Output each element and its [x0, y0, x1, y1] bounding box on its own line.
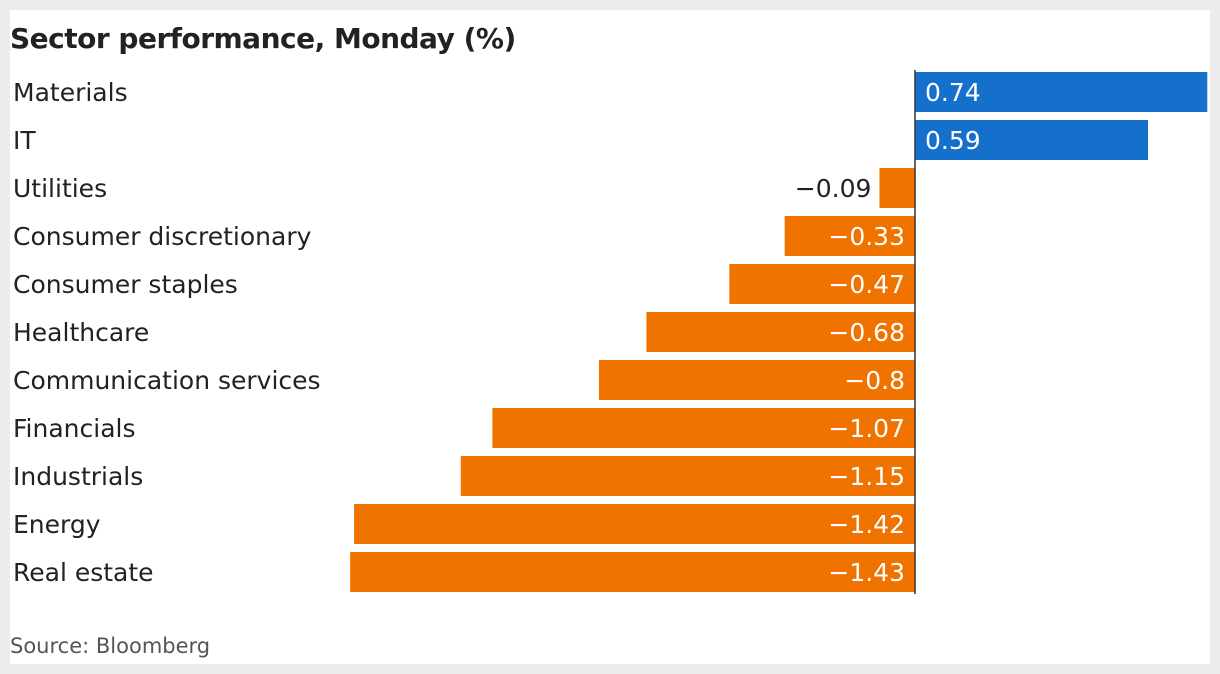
chart-panel: Sector performance, Monday (%) Materials…	[10, 10, 1210, 664]
category-label-utilities: Utilities	[13, 174, 107, 203]
bar-utilities	[879, 168, 915, 208]
category-label-financials: Financials	[13, 414, 136, 443]
value-label-financials: −1.07	[828, 414, 905, 443]
value-label-materials: 0.74	[925, 78, 981, 107]
value-label-it: 0.59	[925, 126, 981, 155]
bar-financials	[492, 408, 915, 448]
bar-chart: Materials 0.74 IT 0.59 Utilities −0.09 Consume…	[13, 70, 1208, 594]
bar-consumer-staples	[729, 264, 915, 304]
value-label-communication-services: −0.8	[844, 366, 905, 395]
value-label-real-estate: −1.43	[828, 558, 905, 587]
category-label-communication-services: Communication services	[13, 366, 321, 395]
value-label-consumer-staples: −0.47	[828, 270, 905, 299]
value-label-industrials: −1.15	[828, 462, 905, 491]
category-label-real-estate: Real estate	[13, 558, 154, 587]
value-label-energy: −1.42	[828, 510, 905, 539]
value-label-consumer-discretionary: −0.33	[828, 222, 905, 251]
chart-title: Sector performance, Monday (%)	[10, 22, 516, 55]
bar-consumer-discretionary	[784, 216, 915, 256]
category-label-it: IT	[13, 126, 36, 155]
category-label-consumer-discretionary: Consumer discretionary	[13, 222, 312, 251]
value-label-utilities: −0.09	[795, 174, 872, 203]
bar-real-estate	[350, 552, 915, 592]
category-label-consumer-staples: Consumer staples	[13, 270, 238, 299]
category-label-healthcare: Healthcare	[13, 318, 149, 347]
chart-source: Source: Bloomberg	[10, 634, 211, 658]
category-label-industrials: Industrials	[13, 462, 143, 491]
bar-communication-services	[599, 360, 915, 400]
value-label-healthcare: −0.68	[828, 318, 905, 347]
bar-materials	[915, 72, 1208, 112]
bar-it	[915, 120, 1149, 160]
bar-energy	[354, 504, 916, 544]
category-label-energy: Energy	[13, 510, 101, 539]
bar-healthcare	[646, 312, 915, 352]
category-label-materials: Materials	[13, 78, 128, 107]
bar-industrials	[460, 456, 915, 496]
